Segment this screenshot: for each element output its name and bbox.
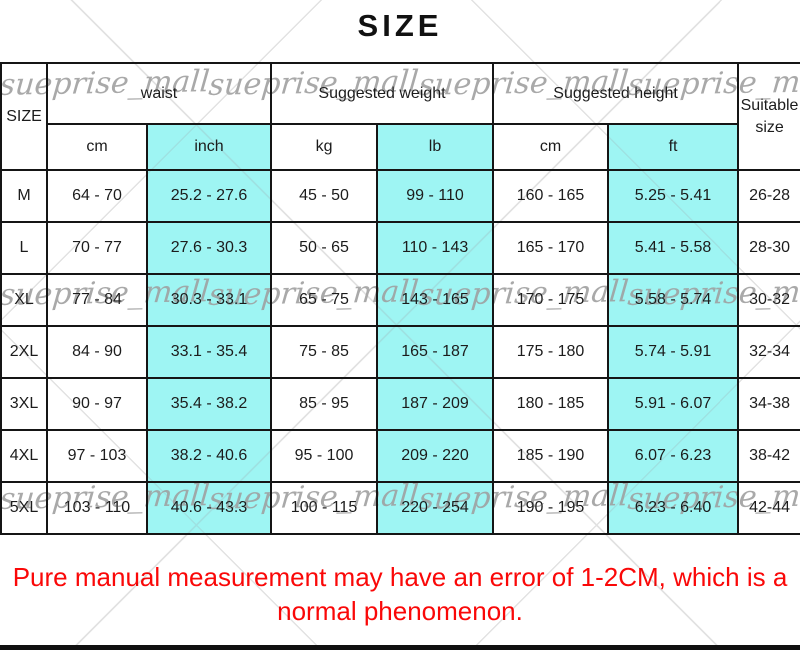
table-row: 3XL 90 - 97 35.4 - 38.2 85 - 95 187 - 20… [0,377,800,431]
cell-suitable-size: 28-30 [737,221,800,275]
row-label: XL [0,273,48,327]
cell-suitable-size: 38-42 [737,429,800,483]
column-header-size: SIZE [0,62,48,171]
cell-suitable-size: 42-44 [737,481,800,535]
cell-waist-inch: 30.3 - 33.1 [145,273,273,327]
row-label: 5XL [0,481,48,535]
row-label: L [0,221,48,275]
cell-suitable-size: 26-28 [737,169,800,223]
cell-weight-lb: 209 - 220 [376,429,495,483]
cell-height-ft: 6.07 - 6.23 [607,429,740,483]
cell-waist-inch: 35.4 - 38.2 [145,377,273,431]
cell-waist-inch: 33.1 - 35.4 [145,325,273,379]
cell-height-ft: 6.23 - 6.40 [607,481,740,535]
size-chart-title: SIZE [357,8,443,43]
table-row: L 70 - 77 27.6 - 30.3 50 - 65 110 - 143 … [0,221,800,275]
cell-weight-lb: 143 - 165 [376,273,495,327]
column-group-waist: waist [45,62,273,125]
header-row-groups: SIZE waist Suggested weight Suggested he… [0,62,800,171]
unit-header-weight-kg: kg [270,123,379,171]
size-chart-table: SIZE waist Suggested weight Suggested he… [0,62,800,535]
cell-weight-lb: 99 - 110 [376,169,495,223]
cell-weight-lb: 110 - 143 [376,221,495,275]
measurement-note: Pure manual measurement may have an erro… [0,561,800,629]
cell-weight-lb: 187 - 209 [376,377,495,431]
row-label: 2XL [0,325,48,379]
unit-header-height-ft: ft [607,123,740,171]
table-row: XL 77 - 84 30.3 - 33.1 65 - 75 143 - 165… [0,273,800,327]
cell-waist-cm: 64 - 70 [46,169,148,223]
cell-height-cm: 185 - 190 [492,429,610,483]
cell-suitable-size: 32-34 [737,325,800,379]
cell-height-ft: 5.58 - 5.74 [607,273,740,327]
unit-header-height-cm: cm [492,123,610,171]
unit-header-weight-lb: lb [376,123,495,171]
cell-weight-kg: 45 - 50 [270,169,379,223]
cell-waist-cm: 90 - 97 [46,377,148,431]
cell-height-ft: 5.74 - 5.91 [607,325,740,379]
cell-height-ft: 5.91 - 6.07 [607,377,740,431]
cell-height-cm: 160 - 165 [492,169,610,223]
cell-height-ft: 5.25 - 5.41 [607,169,740,223]
table-row: M 64 - 70 25.2 - 27.6 45 - 50 99 - 110 1… [0,169,800,223]
row-label: 3XL [0,377,48,431]
cell-weight-kg: 65 - 75 [270,273,379,327]
cell-weight-lb: 220 - 254 [376,481,495,535]
cell-weight-lb: 165 - 187 [376,325,495,379]
cell-height-cm: 175 - 180 [492,325,610,379]
cell-waist-cm: 70 - 77 [46,221,148,275]
cell-weight-kg: 85 - 95 [270,377,379,431]
cell-weight-kg: 75 - 85 [270,325,379,379]
cell-waist-cm: 77 - 84 [46,273,148,327]
unit-header-waist-inch: inch [145,123,273,171]
unit-header-waist-cm: cm [46,123,148,171]
cell-height-cm: 190 - 195 [492,481,610,535]
table-row: 4XL 97 - 103 38.2 - 40.6 95 - 100 209 - … [0,429,800,483]
cell-waist-cm: 84 - 90 [46,325,148,379]
bottom-divider [0,645,800,650]
cell-height-cm: 165 - 170 [492,221,610,275]
cell-weight-kg: 100 - 115 [270,481,379,535]
cell-waist-inch: 40.6 - 43.3 [145,481,273,535]
header-row-units: cm inch kg lb cm ft [1,123,800,171]
cell-waist-inch: 27.6 - 30.3 [145,221,273,275]
cell-suitable-size: 34-38 [737,377,800,431]
column-group-suggested-weight: Suggested weight [270,62,495,125]
cell-waist-cm: 97 - 103 [46,429,148,483]
measurement-note-line1: Pure manual measurement may have an erro… [12,562,788,592]
column-group-suggested-height: Suggested height [492,62,740,125]
row-label: 4XL [0,429,48,483]
table-row: 2XL 84 - 90 33.1 - 35.4 75 - 85 165 - 18… [0,325,800,379]
cell-waist-inch: 38.2 - 40.6 [145,429,273,483]
table-row: 5XL 103 - 110 40.6 - 43.3 100 - 115 220 … [0,481,800,535]
column-header-suitable-size: Suitable size [737,62,800,171]
cell-height-ft: 5.41 - 5.58 [607,221,740,275]
row-label: M [0,169,48,223]
measurement-note-line2: normal phenomenon. [277,595,523,626]
cell-height-cm: 170 - 175 [492,273,610,327]
cell-weight-kg: 95 - 100 [270,429,379,483]
cell-waist-inch: 25.2 - 27.6 [145,169,273,223]
cell-weight-kg: 50 - 65 [270,221,379,275]
cell-waist-cm: 103 - 110 [46,481,148,535]
cell-height-cm: 180 - 185 [492,377,610,431]
cell-suitable-size: 30-32 [737,273,800,327]
